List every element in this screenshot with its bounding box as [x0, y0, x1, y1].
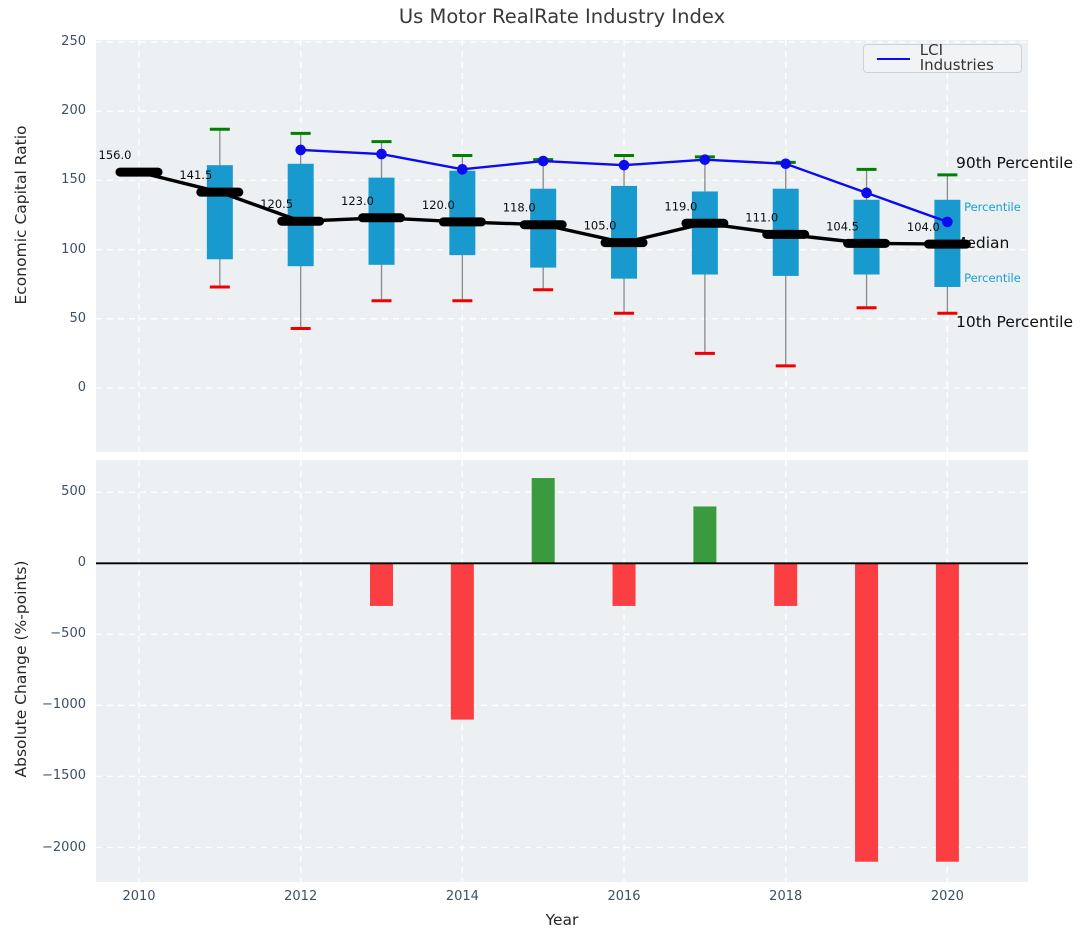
bottom-y-tick--2000: −2000: [42, 839, 86, 855]
iqr-box: [611, 185, 638, 279]
top-y-tick-200: 200: [61, 103, 86, 119]
lci-marker: [942, 216, 953, 228]
legend-line-sample: [877, 57, 910, 60]
x-tick-2016: 2016: [607, 889, 641, 904]
x-tick-2020: 2020: [930, 889, 964, 904]
bar-negative: [774, 563, 798, 606]
iqr-box: [691, 191, 718, 275]
median-value-label: 119.0: [664, 199, 697, 213]
bottom-y-tick-0: 0: [77, 555, 86, 571]
bar-negative: [935, 563, 959, 862]
median-value-label: 105.0: [584, 219, 617, 233]
bar-negative: [612, 563, 636, 606]
legend-label: LCI Industries: [919, 40, 994, 74]
bottom-y-tick--1500: −1500: [42, 768, 86, 784]
median-value-label: 104.0: [907, 220, 940, 234]
top-y-tick-150: 150: [61, 172, 86, 188]
bar-negative: [450, 563, 474, 720]
x-axis-label: Year: [545, 911, 579, 929]
bottom-y-tick--1000: −1000: [42, 697, 86, 713]
median-value-label: 111.0: [745, 210, 778, 224]
lci-marker: [618, 159, 630, 171]
x-tick-2014: 2014: [445, 889, 479, 904]
bottom-y-tick-500: 500: [61, 484, 86, 500]
lci-marker: [295, 144, 306, 156]
lci-marker: [780, 158, 792, 170]
x-tick-2018: 2018: [769, 889, 803, 904]
bar-negative: [370, 563, 394, 606]
median-value-label: 104.5: [826, 219, 859, 233]
lci-marker: [861, 187, 872, 199]
median-value-label: 120.5: [260, 197, 293, 211]
top-y-tick-0: 0: [77, 380, 86, 395]
median-value-label: 156.0: [99, 148, 132, 162]
top-y-tick-100: 100: [61, 241, 86, 257]
bar-positive: [531, 478, 555, 564]
median-segments: [115, 167, 971, 249]
top-y-tick-50: 50: [69, 310, 86, 326]
lci-markers: [295, 144, 953, 228]
median-value-label: 120.0: [422, 198, 455, 212]
top-y-tick-250: 250: [61, 34, 86, 49]
bar-positive: [693, 506, 717, 564]
x-tick-2010: 2010: [122, 889, 156, 904]
bottom-y-axis-label: Absolute Change (%-points): [12, 560, 30, 778]
bar-negative: [855, 563, 879, 862]
iqr-box: [206, 165, 233, 260]
change-bars: [370, 478, 959, 862]
iqr-box: [449, 170, 476, 256]
bottom-y-tick--500: −500: [50, 626, 86, 642]
top-y-axis-label: Economic Capital Ratio: [12, 125, 30, 305]
lci-marker: [699, 154, 711, 165]
median-value-labels: 156.0 141.5 120.5 123.0 120.0 118.0 105.0 119.0…: [99, 148, 940, 234]
annotation-90th-percentile: 90th Percentile: [956, 154, 1073, 172]
iqr-box: [287, 163, 314, 267]
chart-title: Us Motor RealRate Industry Index: [398, 5, 726, 28]
lci-marker: [376, 148, 387, 160]
lci-marker: [537, 155, 549, 167]
bottom-chart-bars: [96, 460, 1028, 882]
median-value-label: 141.5: [179, 168, 212, 182]
lci-marker: [457, 164, 468, 175]
bottom-plot-background: [96, 460, 1028, 882]
x-tick-2012: 2012: [284, 889, 318, 904]
annotation-10th-percentile: 10th Percentile: [956, 313, 1073, 331]
legend-box: LCI Industries: [863, 40, 1022, 74]
iqr-box: [853, 199, 880, 275]
median-value-label: 123.0: [341, 194, 374, 208]
top-gridlines: [96, 40, 1028, 452]
median-value-label: 118.0: [503, 201, 536, 215]
